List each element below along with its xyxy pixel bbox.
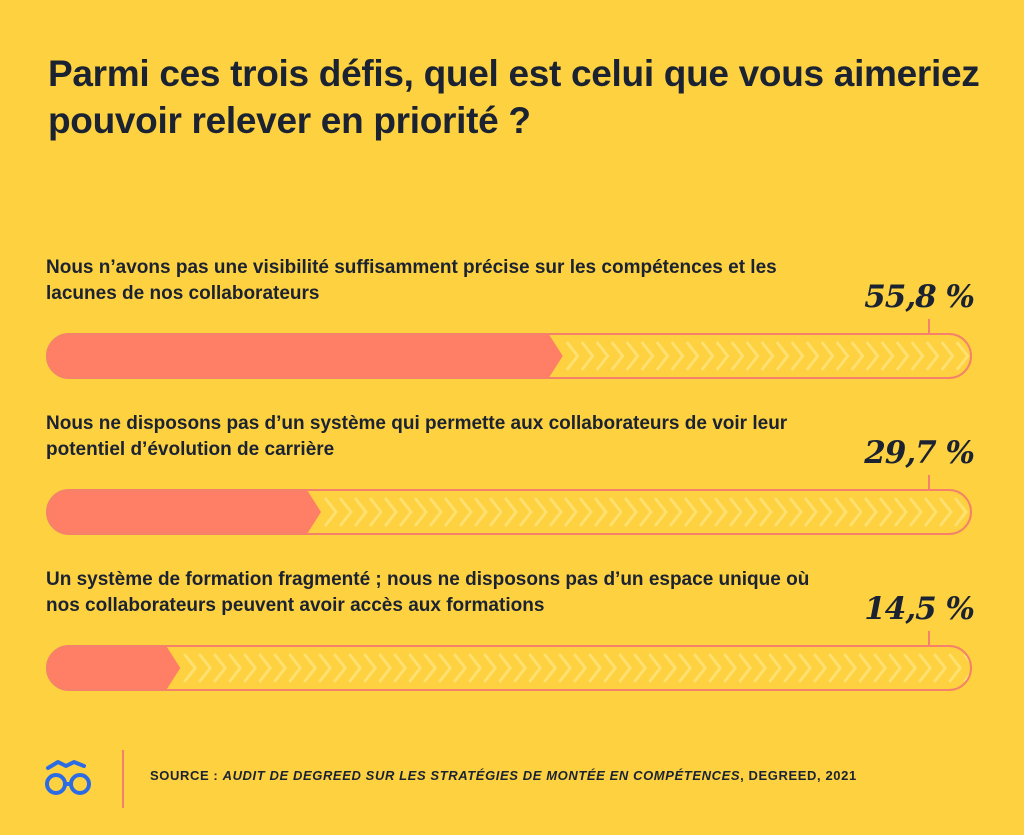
- bar-value-label: 14,5 %: [864, 591, 975, 627]
- source-suffix: , DEGREED, 2021: [740, 768, 857, 783]
- bar-remainder-chevrons: [183, 653, 971, 683]
- chart-title: Parmi ces trois défis, quel est celui qu…: [48, 53, 980, 141]
- bar-value-label: 29,7 %: [864, 435, 975, 471]
- bar-track: [46, 333, 972, 379]
- source-prefix: SOURCE :: [150, 768, 223, 783]
- bar-label: Un système de formation fragmenté ; nous…: [46, 569, 810, 616]
- bar-item: Nous ne disposons pas d’un système qui p…: [46, 411, 976, 551]
- bar-outline: [46, 333, 972, 379]
- value-pointer: [928, 631, 930, 645]
- source-title: AUDIT DE DEGREED SUR LES STRATÉGIES DE M…: [222, 768, 741, 783]
- bar-item: Un système de formation fragmenté ; nous…: [46, 567, 976, 707]
- bar-remainder-chevrons: [565, 341, 971, 371]
- footer-divider: [122, 750, 124, 808]
- bar: [47, 334, 563, 378]
- bar-outline: [46, 645, 972, 691]
- bar-label: Nous ne disposons pas d’un système qui p…: [46, 413, 788, 460]
- source-note: SOURCE : AUDIT DE DEGREED SUR LES STRATÉ…: [150, 768, 857, 783]
- bar-outline: [46, 489, 972, 535]
- bar: [47, 490, 322, 534]
- value-pointer: [928, 319, 930, 333]
- glasses-logo-icon: [45, 760, 91, 795]
- bar-track: [46, 645, 972, 691]
- bar: [47, 646, 181, 690]
- bar-value-label: 55,8 %: [864, 279, 975, 315]
- value-pointer: [928, 475, 930, 489]
- bar-track: [46, 489, 972, 535]
- bar-item: Nous n’avons pas une visibilité suffisam…: [46, 255, 976, 395]
- bar-label: Nous n’avons pas une visibilité suffisam…: [46, 257, 777, 304]
- bar-remainder-chevrons: [323, 497, 971, 527]
